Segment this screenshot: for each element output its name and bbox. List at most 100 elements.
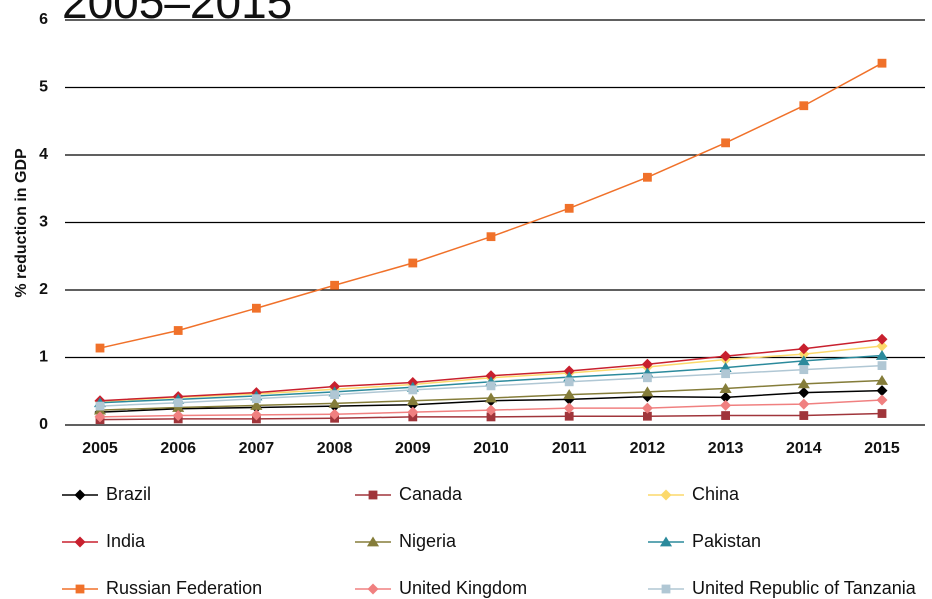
data-point xyxy=(408,385,418,395)
data-point xyxy=(799,411,809,420)
data-point xyxy=(250,409,262,421)
data-point xyxy=(330,390,339,400)
data-point xyxy=(721,138,730,148)
legend-label: Russian Federation xyxy=(106,578,262,598)
data-point xyxy=(485,404,497,416)
data-point xyxy=(875,349,889,360)
legend-label: Nigeria xyxy=(399,531,457,551)
data-point xyxy=(252,394,261,404)
data-point xyxy=(173,398,183,408)
data-point xyxy=(798,387,810,399)
data-point xyxy=(643,172,652,182)
data-point xyxy=(485,370,497,382)
data-point xyxy=(799,101,809,111)
data-point xyxy=(876,333,888,345)
data-point xyxy=(563,402,575,414)
legend-marker xyxy=(661,584,671,594)
data-point xyxy=(719,383,732,393)
data-point xyxy=(408,258,418,268)
data-point xyxy=(329,408,341,420)
y-tick-label: 5 xyxy=(39,79,48,96)
series-line xyxy=(99,338,883,402)
data-point xyxy=(721,369,730,379)
x-tick-label: 2009 xyxy=(395,440,431,457)
data-point xyxy=(641,386,654,397)
y-tick-label: 3 xyxy=(39,214,48,231)
legend-label: Pakistan xyxy=(692,531,761,551)
x-tick-label: 2008 xyxy=(317,440,353,457)
data-point xyxy=(486,232,496,242)
data-point xyxy=(95,401,105,411)
data-point xyxy=(721,411,730,420)
data-point xyxy=(486,381,496,391)
data-point xyxy=(876,385,888,397)
legend-label: China xyxy=(692,484,740,504)
data-point xyxy=(876,394,888,406)
x-tick-label: 2006 xyxy=(160,440,196,457)
legend-marker xyxy=(368,490,378,500)
data-point xyxy=(797,378,810,389)
data-point xyxy=(563,365,575,377)
y-tick-label: 2 xyxy=(39,281,48,298)
data-point xyxy=(877,361,887,370)
data-point xyxy=(94,411,106,423)
x-tick-label: 2007 xyxy=(239,440,275,457)
data-point xyxy=(799,365,809,375)
data-point xyxy=(797,355,810,366)
x-tick-label: 2010 xyxy=(473,440,509,457)
data-point xyxy=(641,402,653,414)
data-point xyxy=(720,399,732,411)
y-tick-label: 4 xyxy=(39,146,48,163)
data-point xyxy=(252,303,261,313)
legend-marker xyxy=(75,584,85,594)
data-point xyxy=(250,399,263,410)
data-point xyxy=(876,340,888,352)
data-point xyxy=(95,343,105,353)
data-point xyxy=(173,326,183,335)
x-tick-label: 2014 xyxy=(786,440,822,457)
chart-title: 2005–2015 xyxy=(62,0,292,28)
data-point xyxy=(172,410,184,422)
legend-label: Brazil xyxy=(106,484,151,504)
legend-label: India xyxy=(106,531,146,551)
x-tick-label: 2013 xyxy=(708,440,744,457)
data-point xyxy=(564,377,574,387)
data-point xyxy=(564,203,574,213)
data-point xyxy=(407,406,419,418)
y-axis-label: % reduction in GDP xyxy=(13,148,30,298)
legend-marker xyxy=(367,583,379,595)
y-tick-label: 1 xyxy=(39,349,48,366)
data-point xyxy=(330,280,339,290)
legend-marker xyxy=(366,536,380,547)
data-point xyxy=(643,373,652,383)
data-point xyxy=(877,58,887,68)
legend-label: United Kingdom xyxy=(399,578,527,598)
data-point xyxy=(563,389,576,400)
data-point xyxy=(328,397,341,408)
x-tick-label: 2012 xyxy=(630,440,666,457)
data-point xyxy=(720,391,732,403)
data-point xyxy=(875,374,889,385)
data-point xyxy=(720,350,732,362)
data-point xyxy=(643,411,652,421)
data-point xyxy=(564,411,574,421)
legend-marker xyxy=(74,489,86,501)
series-line xyxy=(99,62,883,349)
x-tick-label: 2005 xyxy=(82,440,118,457)
data-point xyxy=(798,343,810,355)
data-point xyxy=(484,392,498,403)
y-tick-label: 0 xyxy=(39,416,48,433)
legend-marker xyxy=(659,536,673,547)
legend-label: Canada xyxy=(399,484,463,504)
x-tick-label: 2015 xyxy=(864,440,900,457)
data-point xyxy=(486,412,496,422)
legend-marker xyxy=(660,489,672,501)
data-point xyxy=(406,395,419,406)
data-point xyxy=(641,358,653,370)
legend-marker xyxy=(74,536,86,548)
data-point xyxy=(798,398,810,410)
x-tick-label: 2011 xyxy=(552,440,587,457)
legend-label: United Republic of Tanzania xyxy=(692,578,917,598)
data-point xyxy=(877,409,887,418)
